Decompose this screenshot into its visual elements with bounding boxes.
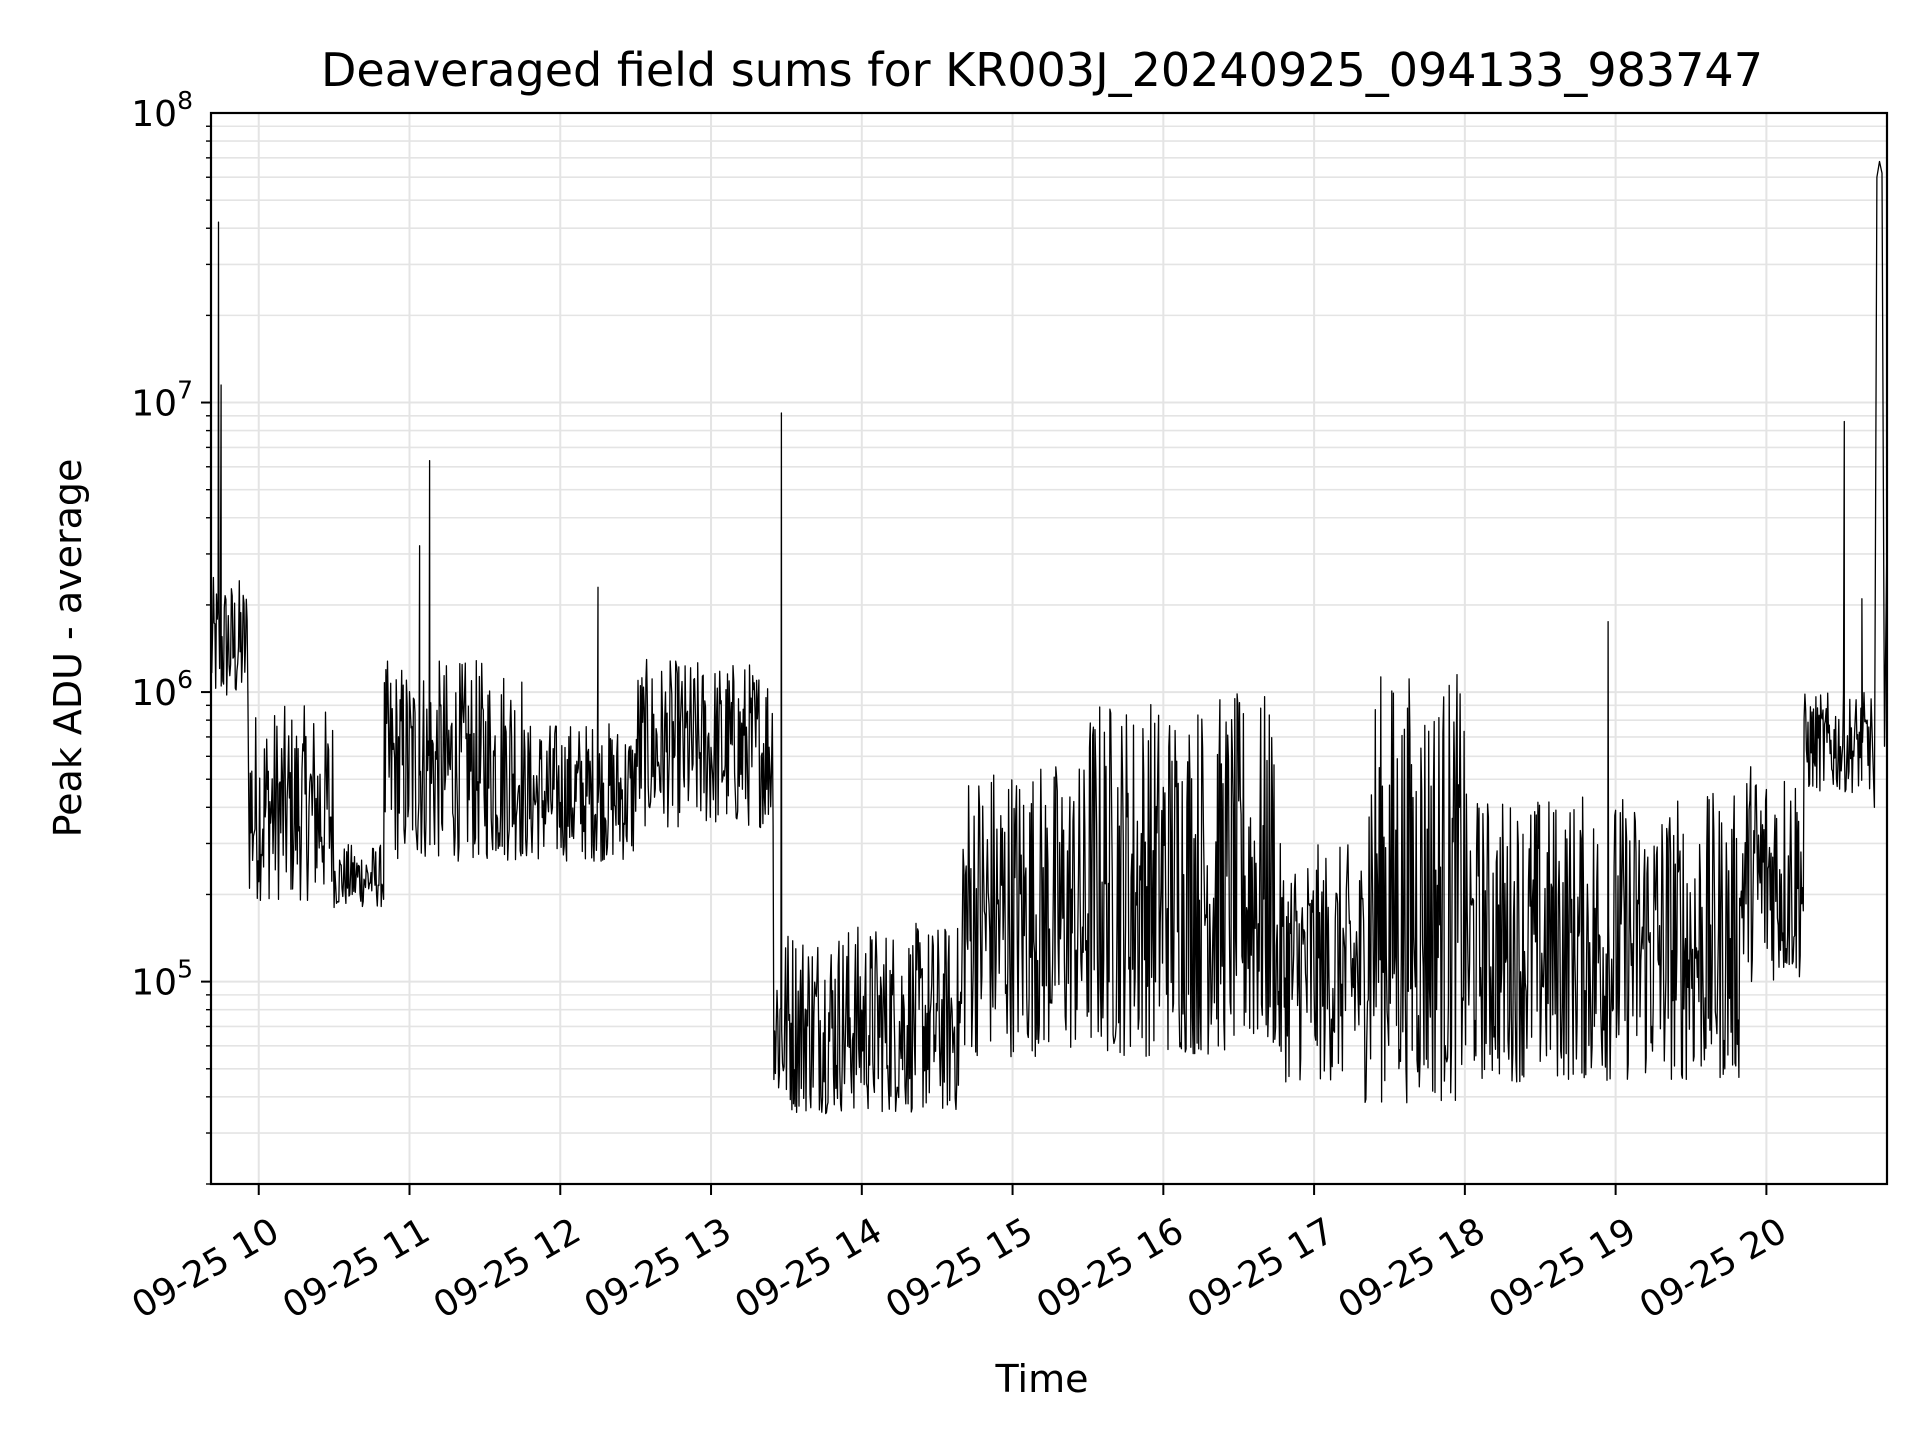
plot-frame bbox=[209, 111, 1889, 1186]
y-tick-label: 105 bbox=[131, 955, 193, 1004]
x-axis-label: Time bbox=[995, 1357, 1089, 1401]
y-tick-base: 10 bbox=[131, 673, 177, 714]
y-tick-label: 106 bbox=[131, 665, 193, 714]
y-tick-label: 108 bbox=[131, 86, 193, 135]
y-axis-label: Peak ADU - average bbox=[46, 459, 90, 838]
y-tick-base: 10 bbox=[131, 963, 177, 1004]
series-line bbox=[210, 160, 1888, 1115]
y-tick-exponent: 8 bbox=[177, 86, 193, 115]
y-tick-exponent: 5 bbox=[177, 955, 193, 984]
y-tick-base: 10 bbox=[131, 94, 177, 135]
y-tick-exponent: 7 bbox=[177, 376, 193, 405]
y-tick-label: 107 bbox=[131, 376, 193, 425]
chart-title: Deaveraged field sums for KR003J_2024092… bbox=[321, 43, 1763, 97]
y-tick-exponent: 6 bbox=[177, 665, 193, 694]
y-tick-base: 10 bbox=[131, 384, 177, 425]
